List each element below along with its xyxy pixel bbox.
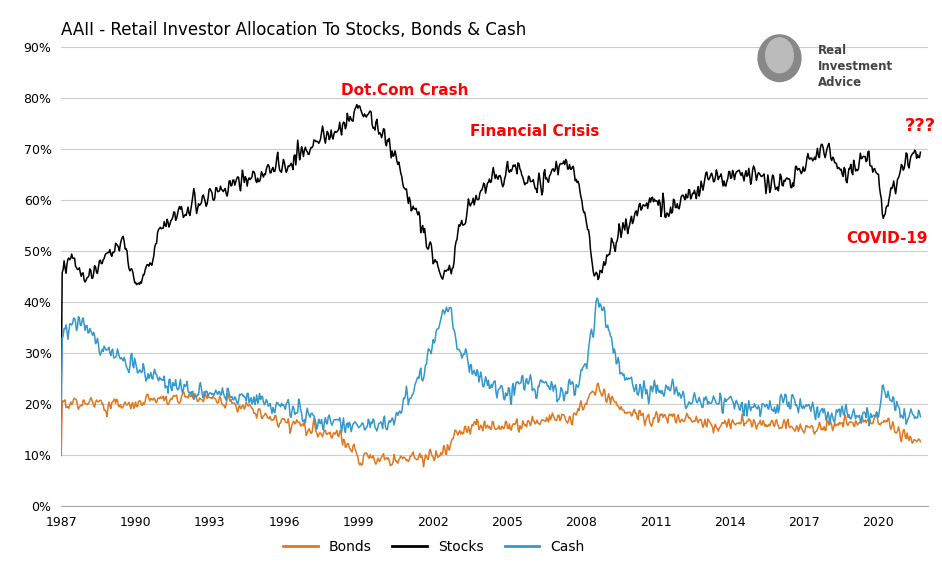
Bonds	[677, 417, 689, 424]
Text: Dot.Com Crash: Dot.Com Crash	[341, 83, 468, 98]
Cash	[340, 429, 351, 436]
Bonds	[418, 463, 430, 470]
Ellipse shape	[766, 38, 793, 73]
Text: ???: ???	[904, 117, 935, 135]
Cash	[677, 388, 689, 395]
Stocks	[689, 187, 700, 194]
Cash	[322, 413, 333, 420]
Cash	[690, 394, 701, 401]
Bonds	[527, 413, 538, 420]
Cash	[592, 294, 603, 301]
Ellipse shape	[758, 35, 801, 81]
Line: Bonds: Bonds	[61, 383, 920, 467]
Cash	[56, 416, 67, 423]
Bonds	[593, 379, 604, 386]
Legend: Bonds, Stocks, Cash: Bonds, Stocks, Cash	[277, 534, 591, 559]
Stocks	[56, 384, 67, 391]
Text: AAII - Retail Investor Allocation To Stocks, Bonds & Cash: AAII - Retail Investor Allocation To Sto…	[61, 22, 527, 40]
Stocks	[676, 192, 688, 199]
Text: COVID-19: COVID-19	[846, 231, 928, 246]
Stocks	[322, 130, 333, 137]
Text: Financial Crisis: Financial Crisis	[470, 124, 599, 139]
Bonds	[690, 417, 701, 424]
Cash	[527, 387, 538, 394]
Bonds	[121, 401, 132, 408]
Cash	[121, 362, 132, 369]
Stocks	[351, 101, 363, 108]
Line: Cash: Cash	[61, 298, 920, 432]
Text: Real
Investment
Advice: Real Investment Advice	[818, 44, 893, 88]
Bonds	[56, 452, 67, 459]
Cash	[915, 413, 926, 420]
Stocks	[527, 178, 538, 185]
Cash	[448, 327, 460, 333]
Bonds	[322, 430, 333, 436]
Stocks	[915, 149, 926, 156]
Stocks	[448, 258, 460, 265]
Line: Stocks: Stocks	[61, 105, 920, 388]
Stocks	[121, 245, 132, 252]
Bonds	[915, 438, 926, 445]
Bonds	[448, 431, 460, 438]
